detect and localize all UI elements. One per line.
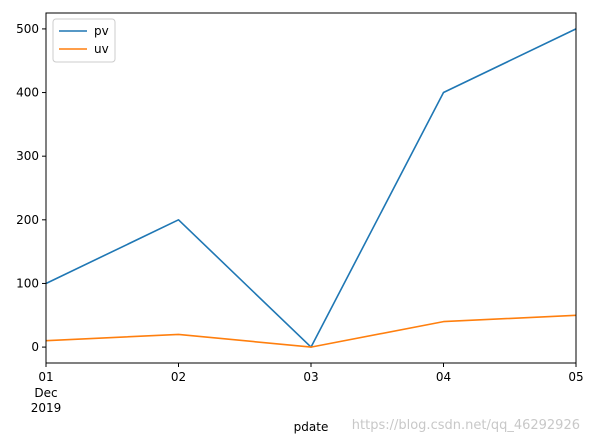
x-tick-label: 02 <box>171 370 186 384</box>
legend-label-uv: uv <box>94 42 109 56</box>
x-axis-title: pdate <box>294 420 329 434</box>
x-tick-sublabel-month: Dec <box>34 386 57 400</box>
x-tick-label: 05 <box>568 370 583 384</box>
x-tick-label: 03 <box>303 370 318 384</box>
y-axis-ticks: 0 100 200 300 400 500 <box>16 22 46 354</box>
legend-label-pv: pv <box>94 24 109 38</box>
legend: pv uv <box>52 18 116 63</box>
x-tick-label: 04 <box>436 370 451 384</box>
x-tick-sublabel-year: 2019 <box>31 401 62 415</box>
watermark: https://blog.csdn.net/qq_46292926 <box>352 418 580 433</box>
y-tick-label: 200 <box>16 213 39 227</box>
y-tick-label: 0 <box>31 340 39 354</box>
x-axis-ticks: 01 02 03 04 05 <box>38 363 584 384</box>
x-tick-label: 01 <box>38 370 53 384</box>
plot-frame <box>45 12 577 364</box>
legend-box <box>52 18 116 63</box>
y-tick-label: 500 <box>16 22 39 36</box>
y-tick-label: 100 <box>16 276 39 290</box>
y-tick-label: 300 <box>16 149 39 163</box>
y-tick-label: 400 <box>16 86 39 100</box>
